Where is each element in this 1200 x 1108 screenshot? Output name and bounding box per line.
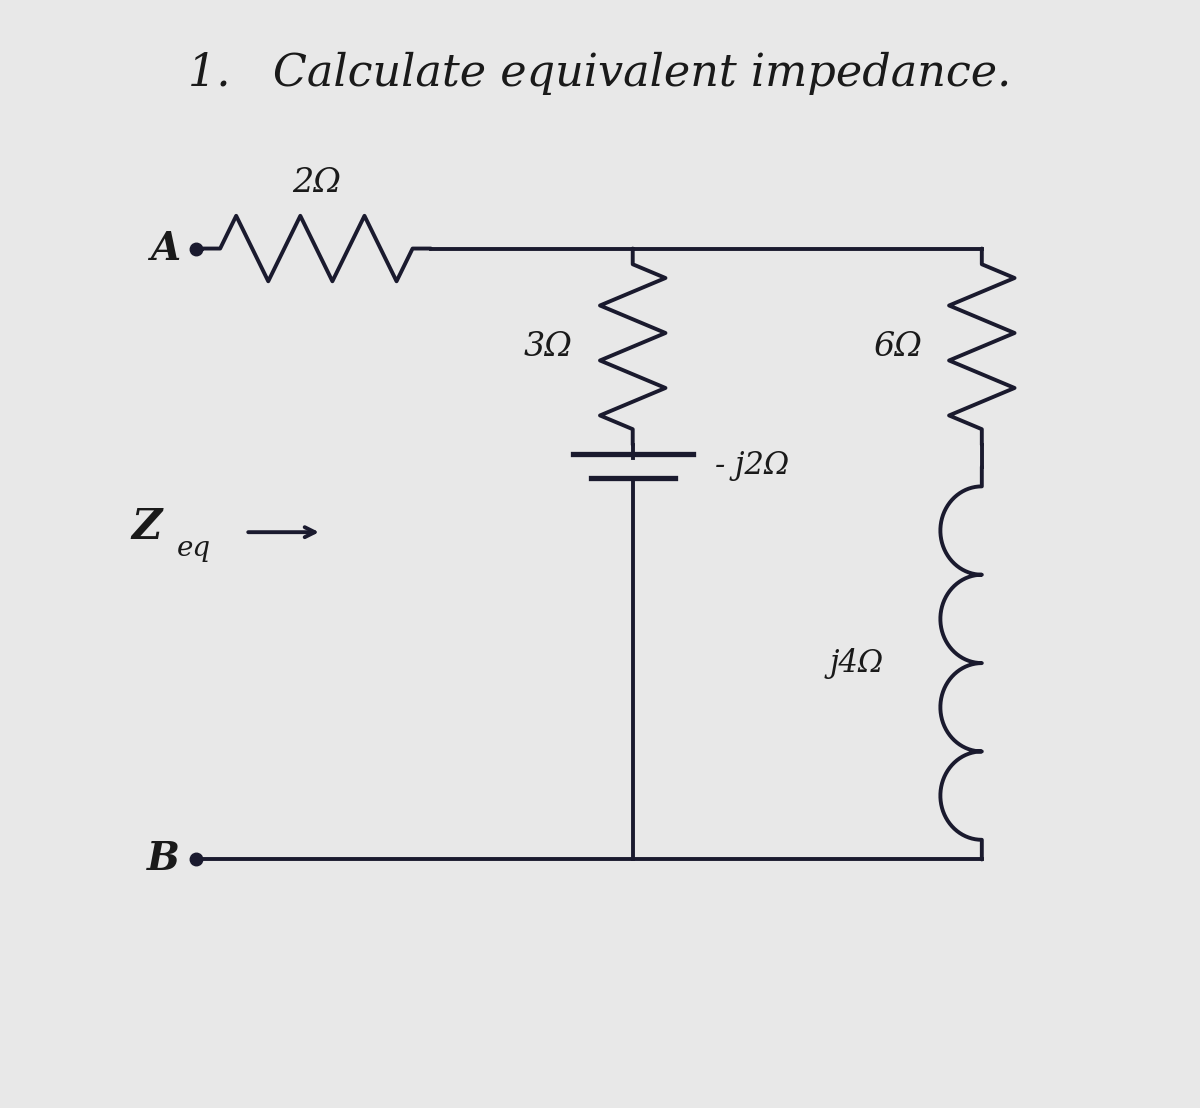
Text: j4Ω: j4Ω bbox=[829, 647, 883, 678]
Text: Z: Z bbox=[131, 505, 161, 547]
Text: A: A bbox=[150, 229, 180, 267]
Text: eq: eq bbox=[176, 535, 211, 562]
Text: 6Ω: 6Ω bbox=[872, 330, 922, 362]
Text: B: B bbox=[148, 841, 180, 879]
Text: 2Ω: 2Ω bbox=[292, 167, 341, 199]
Text: - j2Ω: - j2Ω bbox=[714, 450, 788, 481]
Text: 1.   Calculate equivalent impedance.: 1. Calculate equivalent impedance. bbox=[188, 52, 1012, 95]
Text: 3Ω: 3Ω bbox=[524, 330, 572, 362]
